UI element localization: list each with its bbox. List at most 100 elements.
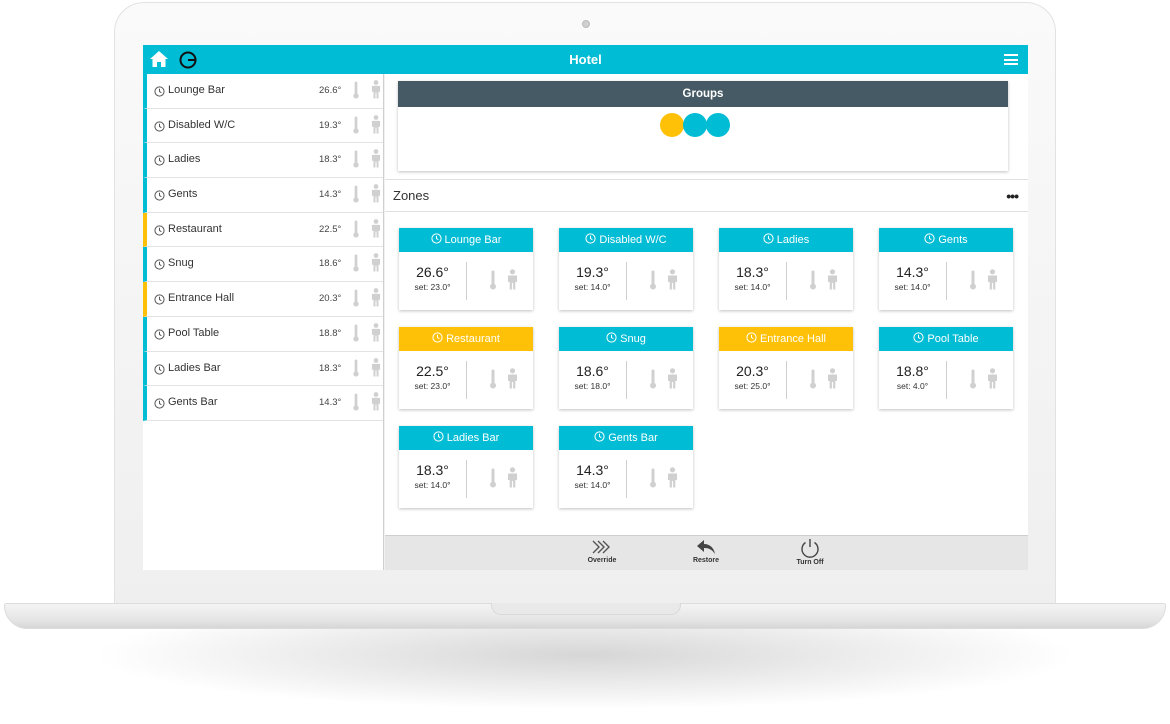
zone-card[interactable]: Snug 18.6° set: 18.0° [559,327,693,409]
zone-card[interactable]: Lounge Bar 26.6° set: 23.0° [399,228,533,310]
zone-card[interactable]: Gents 14.3° set: 14.0° [879,228,1013,310]
group-dot[interactable] [706,113,730,137]
group-dot[interactable] [683,113,707,137]
occupancy-icon [371,322,381,342]
occupancy-icon [371,80,381,99]
thermometer-icon [649,369,657,389]
zone-setpoint: set: 23.0° [414,381,451,391]
divider [626,361,627,399]
sidebar-item-temp: 20.3° [319,293,342,305]
occupancy-icon [987,368,998,389]
restore-button[interactable]: Restore [676,538,736,564]
sidebar-item-temp: 18.3° [319,362,342,374]
main-panel: Groups Zones ••• Lounge Bar 26.6° set: 23.… [385,74,1028,535]
thermometer-icon [489,369,497,389]
override-button[interactable]: Override [572,538,632,564]
zone-temperature: 20.3° [736,363,769,379]
clock-icon [432,328,443,343]
sidebar-item-temp: 14.3° [319,397,342,409]
clock-icon [913,328,924,343]
clock-icon [924,229,935,244]
sidebar-item-temp: 18.6° [319,258,342,270]
override-label: Override [587,557,617,564]
zone-name: Ladies [776,234,810,246]
occupancy-icon [667,269,678,290]
zone-setpoint: set: 14.0° [894,282,931,292]
zone-temperature: 14.3° [576,462,609,478]
sidebar-item-label: Ladies Bar [168,361,221,374]
zone-temperature: 18.8° [896,363,929,379]
occupancy-icon [371,392,381,411]
sidebar-item-label: Snug [168,257,194,270]
divider [466,361,467,399]
divider [946,262,947,300]
sidebar-item[interactable]: Entrance Hall 20.3° [143,282,383,317]
sidebar-item-temp: 18.3° [319,154,342,166]
occupancy-icon [371,218,381,238]
occupancy-icon [371,288,381,307]
turn-off-button[interactable]: Turn Off [780,538,840,566]
zone-name: Entrance Hall [759,333,827,345]
zone-card-header: Snug [559,327,693,351]
sidebar-item[interactable]: Pool Table 18.8° [143,316,383,352]
sidebar-item[interactable]: Lounge Bar 26.6° [143,74,383,109]
thermometer-icon [489,270,497,290]
occupancy-icon [371,149,381,168]
app-screen: Hotel Lounge Bar 26.6° Disabled W/C 19.3° La… [143,45,1028,570]
zone-card[interactable]: Pool Table 18.8° set: 4.0° [879,327,1013,409]
zone-sidebar: Lounge Bar 26.6° Disabled W/C 19.3° Ladies 18… [143,74,384,570]
sidebar-item[interactable]: Snug 18.6° [143,247,383,283]
divider [786,262,787,300]
thermometer-icon [809,270,817,290]
home-icon[interactable] [149,50,169,68]
zone-temperature: 22.5° [416,363,449,379]
sidebar-item[interactable]: Gents Bar 14.3° [143,386,383,421]
clock-icon [154,188,165,201]
zone-card[interactable]: Ladies Bar 18.3° set: 14.0° [399,426,533,508]
sidebar-item[interactable]: Gents 14.3° [143,178,383,213]
thermometer-icon [352,185,360,203]
clock-icon [154,362,165,375]
thermometer-icon [352,289,360,307]
thermometer-icon [352,358,360,377]
power-icon [801,539,819,558]
zone-setpoint: set: 23.0° [414,282,451,292]
sidebar-item[interactable]: Ladies Bar 18.3° [143,351,383,387]
clock-icon [154,396,165,409]
zone-card-header: Ladies [719,228,853,252]
clock-icon [585,229,596,244]
group-dot[interactable] [660,113,684,137]
divider [786,361,787,399]
undo-arrow-icon [697,540,715,554]
zone-name: Gents Bar [608,432,658,444]
zone-card[interactable]: Restaurant 22.5° set: 23.0° [399,327,533,409]
zone-setpoint: set: 4.0° [896,381,929,391]
zone-card[interactable]: Gents Bar 14.3° set: 14.0° [559,426,693,508]
more-options-icon[interactable]: ••• [1006,188,1019,204]
sidebar-item[interactable]: Ladies 18.3° [143,143,383,179]
power-ring-icon[interactable] [178,50,198,70]
zone-name: Restaurant [446,333,500,345]
groups-title: Groups [398,81,1008,107]
zone-name: Pool Table [927,333,979,345]
zone-temperature: 19.3° [576,264,609,280]
zone-card-header: Pool Table [879,327,1013,351]
zone-temperature: 26.6° [416,264,449,280]
sidebar-item-temp: 14.3° [319,189,342,201]
divider [466,262,467,300]
thermometer-icon [489,468,497,488]
clock-icon [763,229,774,244]
zone-temperature: 14.3° [896,264,929,280]
zone-card[interactable]: Ladies 18.3° set: 14.0° [719,228,853,310]
zone-card[interactable]: Entrance Hall 20.3° set: 25.0° [719,327,853,409]
sidebar-item[interactable]: Restaurant 22.5° [143,212,383,248]
zone-card[interactable]: Disabled W/C 19.3° set: 14.0° [559,228,693,310]
groups-panel: Groups [398,81,1008,171]
sidebar-item[interactable]: Disabled W/C 19.3° [143,108,383,144]
occupancy-icon [507,467,518,488]
hamburger-menu-icon[interactable] [1004,54,1018,65]
thermometer-icon [352,150,360,168]
thermometer-icon [352,254,360,272]
zone-card-header: Ladies Bar [399,426,533,450]
thermometer-icon [352,116,360,134]
